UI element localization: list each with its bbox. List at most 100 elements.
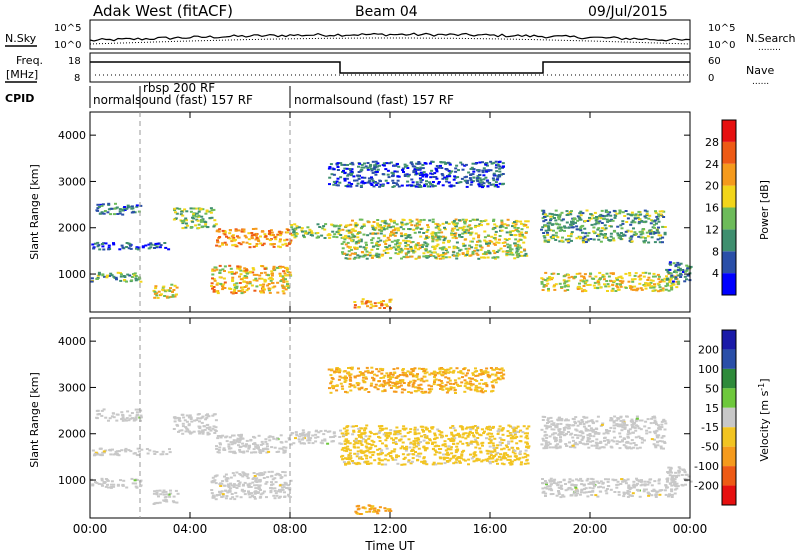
scatter-band-1 <box>91 447 172 457</box>
scatter-band-12 <box>541 477 680 499</box>
date-title: 09/Jul/2015 <box>588 4 668 20</box>
power-colorbar-swatch-2 <box>722 229 736 252</box>
noise-search-legend-line: ........ <box>758 43 781 53</box>
nave-ytick-60: 60 <box>708 56 721 67</box>
xtick-label-5: 20:00 <box>573 522 608 536</box>
noise-ytick-bottom-left: 10^0 <box>54 40 81 51</box>
ytick-label-1: 2000 <box>58 428 86 441</box>
nave-legend-line: ...... <box>752 77 769 87</box>
freq-ytick-8: 8 <box>74 73 80 84</box>
freq-series <box>90 61 690 74</box>
power-colorbar-tick-0: 4 <box>712 267 719 280</box>
noise-search-label: N.Search <box>746 32 796 45</box>
scatter-band-0 <box>95 202 143 216</box>
velocity-colorbar-swatch-5 <box>722 427 736 447</box>
ytick-label-2: 3000 <box>58 175 86 188</box>
xtick-label-4: 16:00 <box>473 522 508 536</box>
velocity-colorbar: 200 100 50 15 -15 -50 -100 -200 <box>694 329 737 506</box>
power-colorbar: 4 8 12 16 20 24 28 <box>705 119 737 296</box>
power-colorbar-swatch-4 <box>722 185 736 208</box>
velocity-colorbar-tick-3: 15 <box>705 402 719 415</box>
power-ylabel: Slant Range [km] <box>28 164 41 260</box>
power-colorbar-tick-3: 16 <box>705 202 719 215</box>
power-colorbar-frame <box>721 119 737 296</box>
noise-ytick-top-right: 10^5 <box>708 23 735 34</box>
scatter-band-4 <box>172 207 218 230</box>
power-heatmap <box>90 160 693 310</box>
power-colorbar-tick-4: 20 <box>705 180 719 193</box>
scatter-band-13 <box>666 466 693 489</box>
power-colorbar-swatch-0 <box>722 273 736 295</box>
velocity-colorbar-swatch-3 <box>722 388 736 408</box>
beam-title: Beam 04 <box>355 4 418 20</box>
velocity-colorbar-swatch-8 <box>722 485 736 505</box>
velocity-colorbar-swatch-4 <box>722 407 736 428</box>
ytick-label-3: 4000 <box>58 335 86 348</box>
scatter-band-8 <box>327 160 505 189</box>
scatter-band-1 <box>91 241 171 251</box>
velocity-colorbar-tick-1: 100 <box>698 363 719 376</box>
scatter-band-10 <box>354 504 393 515</box>
velocity-colorbar-swatch-6 <box>722 446 736 467</box>
noise-sky-series <box>89 32 691 42</box>
velocity-ylabel: Slant Range [km] <box>28 372 41 468</box>
velocity-colorbar-tick-4: -15 <box>701 421 719 434</box>
ytick-label-0: 1000 <box>58 268 86 281</box>
power-colorbar-swatch-6 <box>722 141 736 164</box>
freq-panel-frame <box>89 52 691 83</box>
noise-sky-label: N.Sky <box>5 32 37 45</box>
cpid-entry-3: normalsound (fast) 157 RF <box>294 93 454 107</box>
power-colorbar-swatch-7 <box>722 120 736 142</box>
velocity-colorbar-swatch-1 <box>722 349 736 369</box>
scatter-band-12 <box>540 271 681 293</box>
noise-ytick-top-left: 10^5 <box>54 23 81 34</box>
xtick-label-1: 04:00 <box>173 522 208 536</box>
scatter-band-2 <box>90 271 143 283</box>
xtick-label-0: 00:00 <box>73 522 108 536</box>
scatter-band-9 <box>340 218 530 260</box>
noise-ytick-bottom-right: 10^0 <box>708 40 735 51</box>
scatter-band-5 <box>210 264 293 295</box>
xtick-label-6: 00:00 <box>673 522 708 536</box>
nave-label: Nave <box>746 64 774 77</box>
freq-unit-label: [MHz] <box>6 68 38 81</box>
power-colorbar-swatch-3 <box>722 207 736 230</box>
power-colorbar-tick-5: 24 <box>705 158 719 171</box>
power-colorbar-tick-6: 28 <box>705 136 719 149</box>
scatter-band-5 <box>210 470 293 501</box>
velocity-axes: 1000 2000 3000 4000 00:00 04:00 08:00 12:00 16:0… <box>58 318 707 536</box>
xtick-label-2: 08:00 <box>273 522 308 536</box>
velocity-heatmap <box>90 366 693 515</box>
scatter-band-2 <box>90 477 143 489</box>
scatter-band-0 <box>95 408 143 422</box>
cpid-entry-1: normalsound (fast) 157 RF <box>93 93 253 107</box>
velocity-colorbar-tick-7: -200 <box>694 480 719 493</box>
power-axes: 1000 2000 3000 4000 <box>58 112 691 312</box>
velocity-colorbar-tick-0: 200 <box>698 343 719 356</box>
freq-label: Freq. <box>16 54 43 67</box>
xtick-label-3: 12:00 <box>373 522 408 536</box>
noise-search-series <box>89 37 691 45</box>
scatter-band-6 <box>215 227 293 249</box>
scatter-band-8 <box>327 366 506 394</box>
velocity-colorbar-tick-2: 50 <box>705 382 719 395</box>
scatter-band-4 <box>172 413 218 436</box>
velocity-colorbar-frame <box>721 329 737 506</box>
power-colorbar-tick-2: 12 <box>705 223 719 236</box>
velocity-colorbar-swatch-0 <box>722 330 736 350</box>
cpid-label: CPID <box>5 92 34 105</box>
scatter-band-7 <box>290 223 343 239</box>
scatter-band-7 <box>290 429 343 445</box>
freq-ytick-18: 18 <box>68 56 81 67</box>
scatter-band-9 <box>340 424 531 466</box>
ytick-label-1: 2000 <box>58 222 86 235</box>
velocity-colorbar-tick-5: -50 <box>701 441 719 454</box>
power-colorbar-swatch-5 <box>722 163 736 186</box>
scatter-band-11 <box>540 415 668 450</box>
scatter-band-10 <box>353 298 393 310</box>
velocity-colorbar-tick-6: -100 <box>694 460 719 473</box>
power-colorbar-tick-1: 8 <box>712 245 719 258</box>
ytick-label-3: 4000 <box>58 129 86 142</box>
power-colorbar-swatch-1 <box>722 251 736 274</box>
